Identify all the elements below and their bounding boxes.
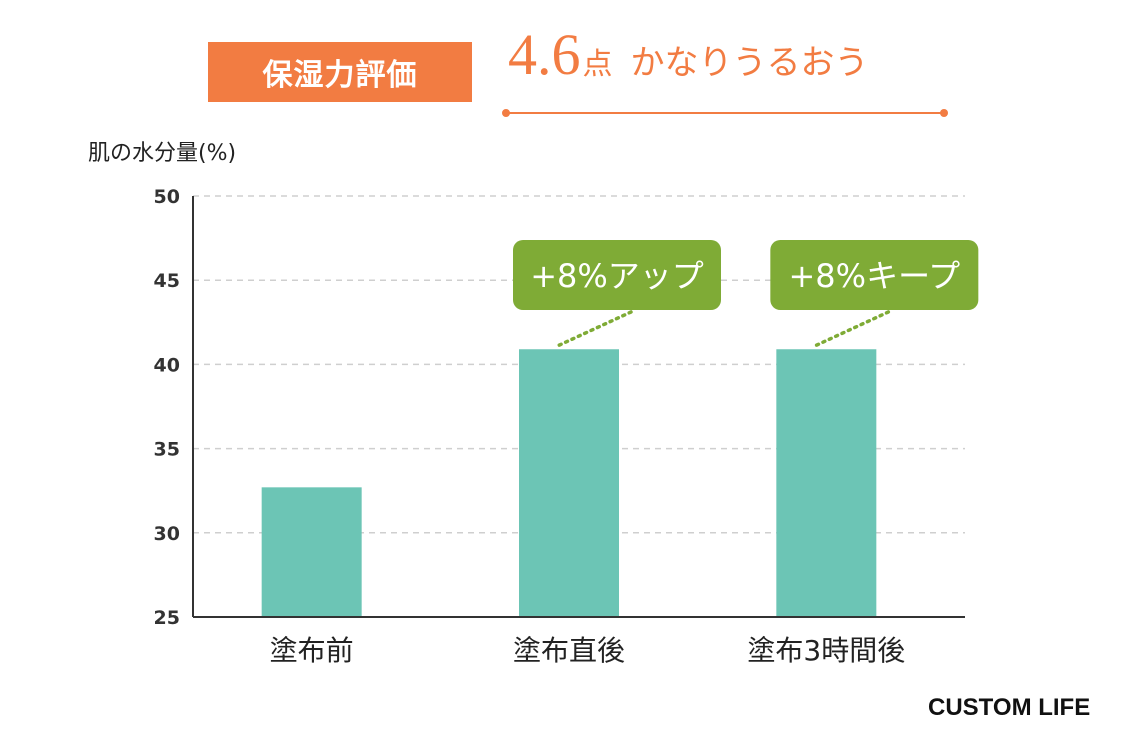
score-description: かなりうるおう <box>630 43 869 83</box>
y-tick-label: 35 <box>154 439 180 461</box>
x-category-label: 塗布前 <box>270 634 354 667</box>
brand-logo: CUSTOM LIFE <box>928 694 1090 722</box>
brand-logo-text: CUSTOM LIFE <box>928 694 1091 721</box>
score-unit: 点 <box>582 48 613 81</box>
rating-badge-label: 保湿力評価 <box>262 58 418 93</box>
underline-dot-right <box>940 109 948 117</box>
x-category-label: 塗布直後 <box>513 634 625 667</box>
bar <box>519 349 619 617</box>
annotation-callout <box>513 240 721 310</box>
score-heading: 4.6点 かなりうるおう <box>500 20 950 120</box>
annotation-leader <box>557 310 633 347</box>
score-underline <box>502 109 948 117</box>
bar <box>261 487 362 617</box>
score-value: 4.6 <box>508 22 581 87</box>
annotation-leader <box>814 310 891 347</box>
y-tick-label: 30 <box>154 523 180 545</box>
y-tick-label: 25 <box>154 607 180 629</box>
rating-badge: 保湿力評価 <box>208 42 472 102</box>
annotation-text: +8%キープ <box>788 257 960 295</box>
y-tick-label: 50 <box>154 186 180 208</box>
y-axis-label: 肌の水分量(%) <box>88 141 236 166</box>
y-tick-label: 40 <box>154 354 180 376</box>
annotation-text: +8%アップ <box>530 257 704 295</box>
bar <box>776 349 877 617</box>
x-category-label: 塗布3時間後 <box>747 634 905 667</box>
y-tick-label: 45 <box>154 270 180 292</box>
underline-dot-left <box>502 109 510 117</box>
annotation-callout <box>770 240 979 310</box>
score-text: 4.6点 かなりうるおう <box>508 26 869 84</box>
